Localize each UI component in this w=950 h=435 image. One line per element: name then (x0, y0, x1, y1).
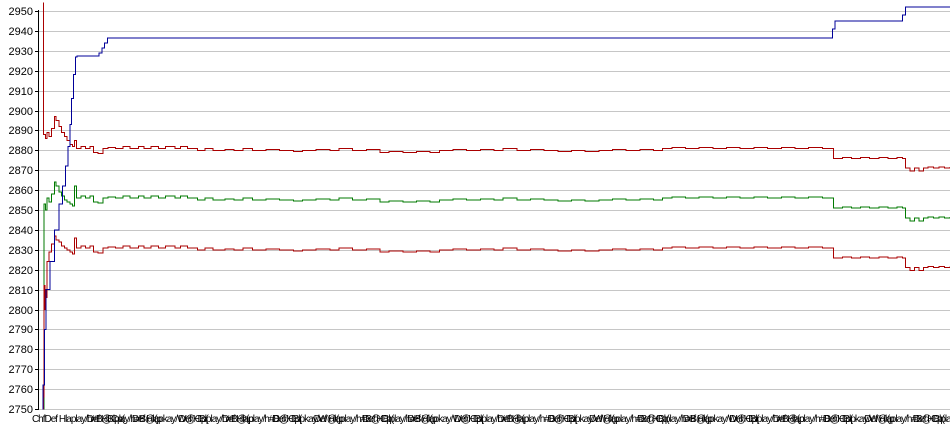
x-tick-label: Def HBlpkay/W@(p (272, 414, 344, 425)
y-tick-label: 2910 (8, 85, 33, 98)
x-tick-label: ChfDef Hlaplay/h#B@Cp( (31, 414, 125, 425)
x-tick-label: Def Hlaplay/h#B@Cp( (313, 414, 395, 425)
y-tick-label: 2940 (8, 25, 33, 38)
y-tick-label: 2860 (8, 184, 33, 197)
y-tick-label: 2890 (8, 124, 33, 137)
series-upper-blue-line (42, 6, 950, 410)
y-tick-label: 2800 (8, 304, 33, 317)
y-tick-label: 2820 (8, 264, 33, 277)
y-tick-label: 2850 (8, 204, 33, 217)
y-tick-label: 2790 (8, 323, 33, 336)
x-tick-label: Def HBlpkay/W@(p (822, 414, 895, 425)
x-tick-label: Def Hlaplay/h#B@Cp( (864, 414, 945, 425)
y-tick-label: 2950 (8, 5, 33, 18)
y-tick-label: 2840 (8, 224, 33, 237)
x-tick-label: Def Hlapkay/W@Cp( (682, 414, 760, 425)
x-tick-label: Def HBlplay/h#B@(p (637, 414, 712, 425)
y-tick-label: 2750 (8, 403, 33, 416)
x-tick-label: Def HBlplay/h#B@(p (912, 414, 950, 425)
x-tick-label: Def Hlapkay/W@Cp( (407, 414, 484, 425)
x-tick-label: Def HBlplay/h#B@(p (729, 414, 804, 425)
y-tick-label: 2810 (8, 284, 33, 297)
x-tick-label: Def HBlpkay/W@(p (547, 414, 619, 425)
x-tick-label: Def HBlplay/h#B@(p (453, 414, 529, 425)
y-tick-label: 2780 (8, 343, 33, 356)
series-lower-red-line (43, 235, 950, 410)
y-tick-label: 2900 (8, 105, 33, 118)
x-tick-label: Def HBlplay/h#B@(p (86, 414, 162, 425)
y-tick-label: 2880 (8, 144, 33, 157)
x-tick-label: Def Hlaplay/h#B@Cp( (589, 414, 670, 425)
y-tick-label: 2830 (8, 244, 33, 257)
y-tick-label: 2930 (8, 45, 33, 58)
y-tick-label: 2920 (8, 65, 33, 78)
series-middle-green-line (43, 181, 950, 410)
x-tick-label: Def Hlaplay/h#B@Cp( (497, 414, 578, 425)
x-axis-labels: ChfDef Hlaplay/h#B@Cp(Def HBlplay/h#B@(p… (0, 412, 950, 428)
x-tick-label: Def Hlaplay/h#B@Cp( (221, 414, 303, 425)
y-tick-label: 2870 (8, 164, 33, 177)
y-tick-label: 2760 (8, 383, 33, 396)
x-tick-label: Def Hlapkay/W@Cp( (131, 414, 209, 425)
series-upper-red-line (43, 2, 950, 172)
x-tick-label: Def HBlplay/h#B@(p (178, 414, 253, 425)
x-tick-label: Def HBlplay/h#B@(p (362, 414, 437, 425)
x-tick-label: Def Hlaplay/h#B@Cp( (772, 414, 854, 425)
y-tick-label: 2770 (8, 363, 33, 376)
